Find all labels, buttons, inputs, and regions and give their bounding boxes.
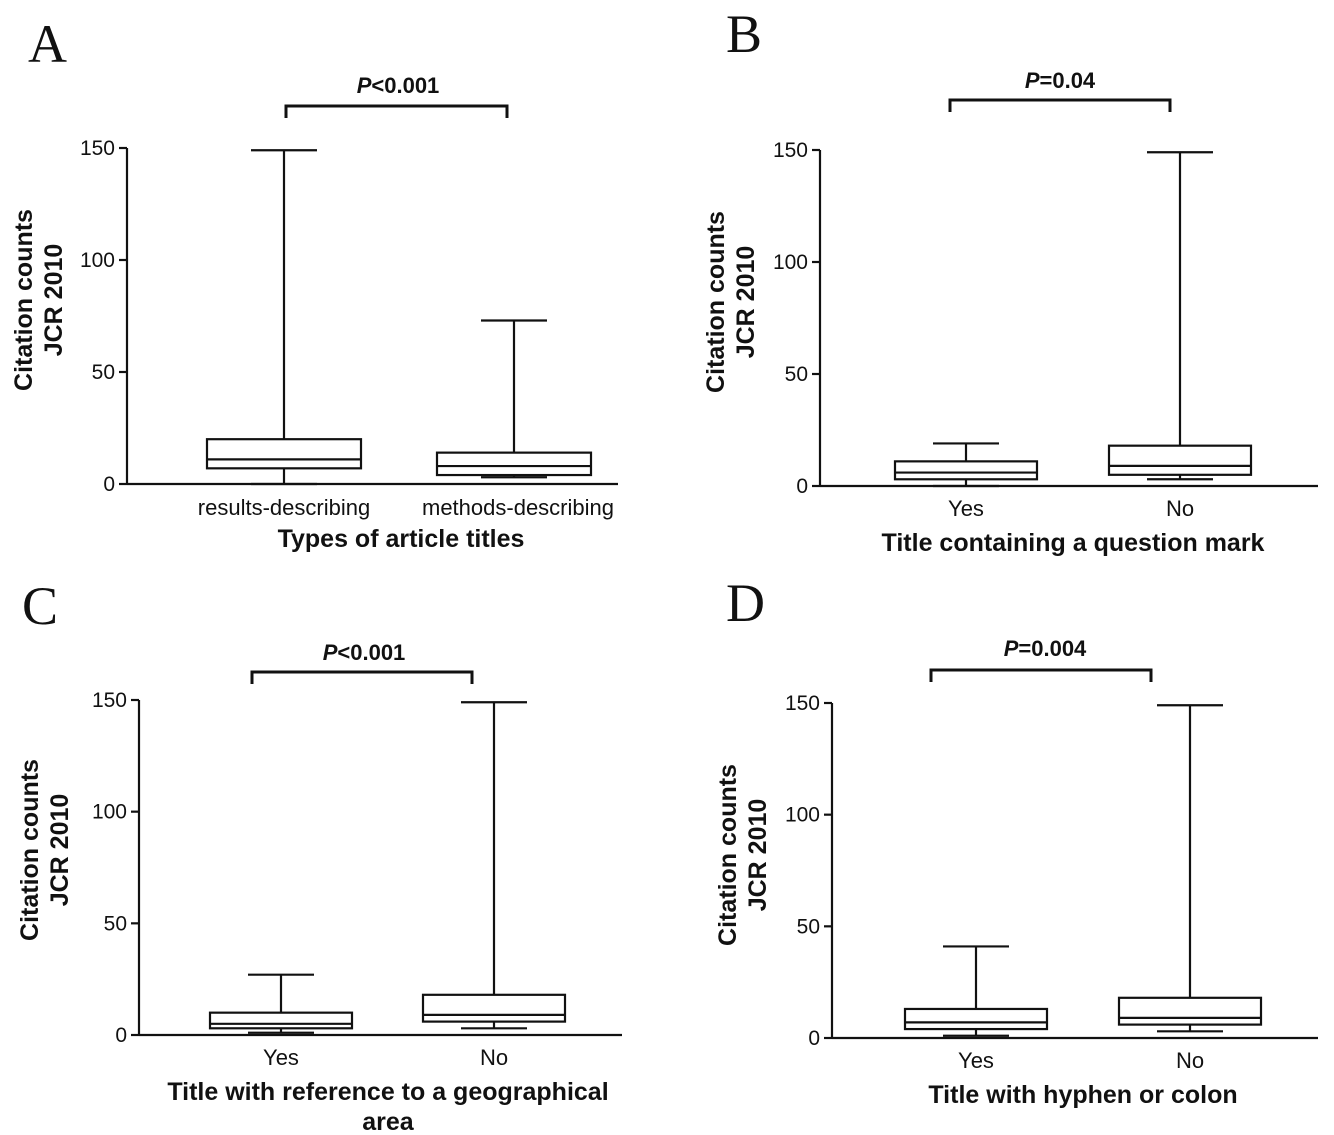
y-tick-label: 0: [796, 475, 808, 498]
panel-c-boxes: [208, 701, 567, 1034]
panel-c-pvalue-bracket: P<0.001: [250, 640, 474, 684]
panel-a-boxes: [205, 149, 593, 486]
panel-b: B P=0.04 0 50 100 150 Yes No Title containi…: [702, 4, 1318, 557]
y-tick-label: 150: [92, 689, 127, 712]
panel-c-y-ticks: 0 50 100 150: [92, 689, 139, 1047]
panel-b-category-label: No: [1166, 496, 1194, 521]
panel-d-letter: D: [726, 573, 765, 633]
panel-d-category-label: No: [1176, 1048, 1204, 1073]
panel-d-bracket: [929, 668, 1153, 682]
panel-c-bracket: [250, 670, 474, 684]
panel-a-y-axis-title: Citation counts: [10, 209, 38, 391]
y-tick-label: 100: [80, 249, 115, 272]
panel-b-category-label: Yes: [948, 496, 984, 521]
y-tick-label: 0: [103, 473, 115, 496]
box-iqr: [1117, 996, 1263, 1026]
panel-c-pvalue: P<0.001: [323, 640, 406, 665]
panel-b-y-axis-title: Citation counts: [702, 211, 730, 393]
panel-a: A P<0.001 0 50 100 150 results-describing m…: [10, 14, 618, 553]
panel-c: C P<0.001 0 50 100 150 Yes No Title with re…: [16, 576, 622, 1135]
panel-c-y-axis-title: Citation counts: [16, 759, 44, 941]
panel-a-y-ticks: 0 50 100 150: [80, 137, 127, 496]
panel-a-pvalue: P<0.001: [357, 73, 440, 98]
panel-d-x-axis-title: Title with hyphen or colon: [928, 1081, 1237, 1109]
box-plot: [421, 701, 567, 1030]
panel-a-category-label: results-describing: [198, 495, 370, 520]
panel-a-y-axis-title: JCR 2010: [40, 244, 68, 357]
panel-a-bracket: [284, 104, 509, 118]
y-tick-label: 100: [773, 251, 808, 274]
box-iqr: [435, 451, 593, 477]
panel-d-boxes: [903, 704, 1263, 1037]
box-iqr: [205, 438, 363, 470]
y-tick-label: 100: [785, 804, 820, 827]
panel-d-pvalue: P=0.004: [1004, 636, 1087, 661]
panel-a-letter: A: [28, 14, 67, 74]
box-iqr: [893, 460, 1039, 481]
panel-d-category-label: Yes: [958, 1048, 994, 1073]
box-iqr: [421, 993, 567, 1023]
panel-c-y-axis-title: JCR 2010: [46, 794, 74, 907]
y-tick-label: 50: [92, 361, 115, 384]
box-iqr: [208, 1011, 354, 1030]
y-tick-label: 150: [785, 692, 820, 715]
y-tick-label: 0: [115, 1024, 127, 1047]
y-tick-label: 50: [797, 915, 820, 938]
box-plot: [205, 149, 363, 486]
panel-b-pvalue: P=0.04: [1025, 68, 1096, 93]
box-plot: [435, 319, 593, 479]
box-iqr: [903, 1007, 1049, 1031]
panel-d-y-ticks: 0 50 100 150: [785, 692, 832, 1050]
panel-a-category-label: methods-describing: [422, 495, 614, 520]
panel-c-x-axis-title: Title with reference to a geographical: [167, 1078, 608, 1106]
panel-d-pvalue-bracket: P=0.004: [929, 636, 1153, 682]
panel-b-boxes: [893, 151, 1253, 488]
box-plot: [1117, 704, 1263, 1033]
y-tick-label: 100: [92, 801, 127, 824]
panel-b-bracket: [948, 98, 1172, 112]
panel-b-y-ticks: 0 50 100 150: [773, 139, 820, 498]
panel-c-x-axis-title: area: [362, 1108, 415, 1135]
box-plot: [893, 442, 1039, 488]
box-iqr: [1107, 444, 1253, 476]
panel-c-category-label: No: [480, 1045, 508, 1070]
y-tick-label: 50: [104, 912, 127, 935]
panel-d-y-axis-title: Citation counts: [714, 764, 742, 946]
box-plot: [903, 945, 1049, 1037]
panel-b-letter: B: [726, 4, 762, 64]
panel-b-x-axis-title: Title containing a question mark: [882, 529, 1265, 557]
panel-d-y-axis-title: JCR 2010: [744, 799, 772, 912]
box-plot: [1107, 151, 1253, 481]
panel-a-pvalue-bracket: P<0.001: [284, 73, 509, 118]
y-tick-label: 0: [808, 1027, 820, 1050]
panel-b-pvalue-bracket: P=0.04: [948, 68, 1172, 112]
y-tick-label: 50: [785, 363, 808, 386]
box-plot: [208, 973, 354, 1034]
panel-c-letter: C: [22, 576, 58, 636]
panel-c-category-label: Yes: [263, 1045, 299, 1070]
panel-a-x-axis-title: Types of article titles: [278, 525, 525, 553]
panel-d: D P=0.004 0 50 100 150 Yes No Title with hy…: [714, 573, 1318, 1109]
y-tick-label: 150: [80, 137, 115, 160]
y-tick-label: 150: [773, 139, 808, 162]
panel-b-y-axis-title: JCR 2010: [732, 246, 760, 359]
